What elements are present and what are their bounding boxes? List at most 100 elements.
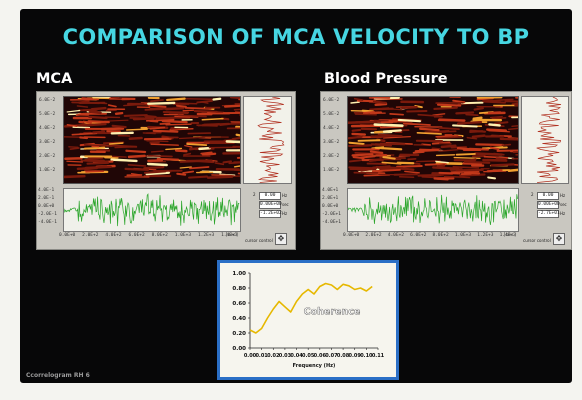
spectrogram-streak (179, 166, 192, 169)
wave-tick-label: 0.0E+0 (38, 204, 55, 209)
spectrogram-streak (504, 99, 518, 103)
spectrogram-streak (421, 143, 432, 146)
x-tick-label: 0.08 (337, 353, 350, 359)
spectrogram-streak (177, 114, 207, 118)
spectrum-line (257, 97, 285, 183)
spectrogram-streak (450, 170, 480, 174)
spectrogram-streak (452, 165, 480, 169)
x-tick-label: 0.04 (290, 353, 303, 359)
bp-spectrum-svg (536, 97, 562, 183)
spectrogram-streak (235, 133, 240, 137)
spectrogram-streak (85, 170, 104, 173)
x-tick-label: 0.05 (302, 353, 315, 359)
x-tick-label: 4.0E+2 (387, 233, 404, 238)
spectrogram-streak (150, 143, 179, 146)
coherence-line (249, 282, 373, 334)
spectrogram-streak (432, 113, 446, 116)
spectrogram-streak (149, 126, 166, 130)
x-tick-label: 0.11 (372, 353, 385, 359)
spectrogram-streak (436, 103, 462, 107)
bp-spectrum-trace (521, 96, 569, 184)
spectrogram-streak (124, 167, 150, 171)
spectrogram-streak (105, 108, 117, 112)
spectrogram-streak (149, 120, 159, 123)
spectrogram-streak (125, 149, 147, 154)
spectrogram-streak (380, 120, 398, 124)
spectrogram-streak (79, 136, 89, 140)
mca-panel: 6.0E-2 5.0E-2 4.0E-2 3.0E-2 2.0E-2 1.0E-2 4.0… (36, 91, 296, 250)
spectrogram-streak (200, 151, 213, 155)
spectrogram-streak (511, 102, 518, 106)
spectrogram-streak (512, 151, 518, 154)
spectrogram-streak (111, 124, 127, 129)
spectrogram-streak (374, 102, 388, 107)
wave-tick-label: -2.0E-1 (38, 212, 57, 217)
spectrogram-streak (87, 156, 104, 160)
spectrogram-streak (126, 128, 148, 131)
x-unit-label: [sec] (503, 233, 517, 238)
spectrogram-streak (360, 167, 373, 172)
spectrogram-streak (189, 166, 210, 170)
spectrogram-streak (424, 163, 447, 166)
cursor-control-icon[interactable]: ✥ (275, 233, 287, 245)
coherence-chart: 0.00 0.20 0.40 0.60 0.80 1.00 0.00 0.01 0.02 0.03… (217, 260, 399, 380)
spectrogram-streak (489, 146, 500, 151)
mca-spectrum-trace (243, 96, 292, 184)
spectrogram-streak (184, 107, 212, 110)
spectrogram-streak (188, 175, 209, 179)
mca-cursor-control-label: cursor control (245, 238, 273, 243)
spectrogram-streak (84, 165, 112, 170)
wave-tick-label: 0.0E+0 (322, 204, 339, 209)
spectrogram-streak (176, 172, 187, 176)
spectrogram-streak (463, 160, 491, 164)
waveform-line (64, 193, 240, 227)
spectrum-line (536, 97, 562, 183)
spectrogram-streak (196, 124, 218, 127)
spectrogram-streak (64, 174, 86, 179)
mca-label: MCA (36, 71, 73, 87)
spectrogram-streak (127, 154, 146, 159)
spectrogram-streak (83, 144, 113, 147)
spectrogram-streak (379, 126, 404, 129)
cursor-control-icon[interactable]: ✥ (553, 233, 565, 245)
spectrogram-streak (107, 144, 138, 148)
spectrogram-streak (469, 130, 484, 133)
mca-waveform-svg (64, 193, 240, 227)
spectrogram-streak (490, 163, 515, 167)
spectrogram-streak (362, 110, 376, 115)
spectrogram-streak (148, 104, 167, 108)
x-tick-label: 1.2E+3 (197, 233, 215, 238)
spectrogram-streak (348, 135, 363, 140)
readout-unit: Hz (560, 193, 566, 198)
spectrogram-streak (351, 153, 374, 157)
spectrogram-streak (353, 97, 364, 101)
spectrogram-streak (179, 159, 205, 163)
spectrogram-streak (233, 108, 240, 111)
spectrogram-streak (82, 122, 107, 127)
spectrogram-streak (212, 97, 222, 101)
x-tick-label: 4.0E+2 (105, 233, 122, 238)
spectrogram-streak (460, 101, 484, 105)
spectrogram-streak (452, 124, 478, 128)
spectrogram-streak (357, 139, 381, 142)
spectrogram-streak (495, 157, 507, 161)
x-tick-label: 2.0E+2 (82, 233, 99, 238)
readout-value: -1.2E+02 (259, 210, 282, 218)
spectrogram-streak (150, 99, 164, 103)
spectrogram-streak (400, 105, 418, 110)
spectrogram-streak (376, 98, 403, 101)
spectrogram-streak (487, 111, 502, 114)
x-tick-label: 0.06 (314, 353, 327, 359)
spectrogram-streak (147, 101, 176, 105)
spectrogram-streak (382, 107, 403, 111)
spectrogram-streak (143, 114, 157, 118)
spectrogram-streak (69, 147, 80, 150)
spectrogram-streak (417, 173, 442, 177)
spectrogram-streak (438, 118, 466, 122)
spectrogram-streak (507, 168, 518, 172)
spectrogram-streak (348, 141, 365, 145)
spectrogram-streak (143, 170, 167, 174)
spectrogram-streak (82, 120, 92, 124)
spectrogram-streak (185, 97, 213, 100)
spectrogram-streak (198, 146, 211, 151)
